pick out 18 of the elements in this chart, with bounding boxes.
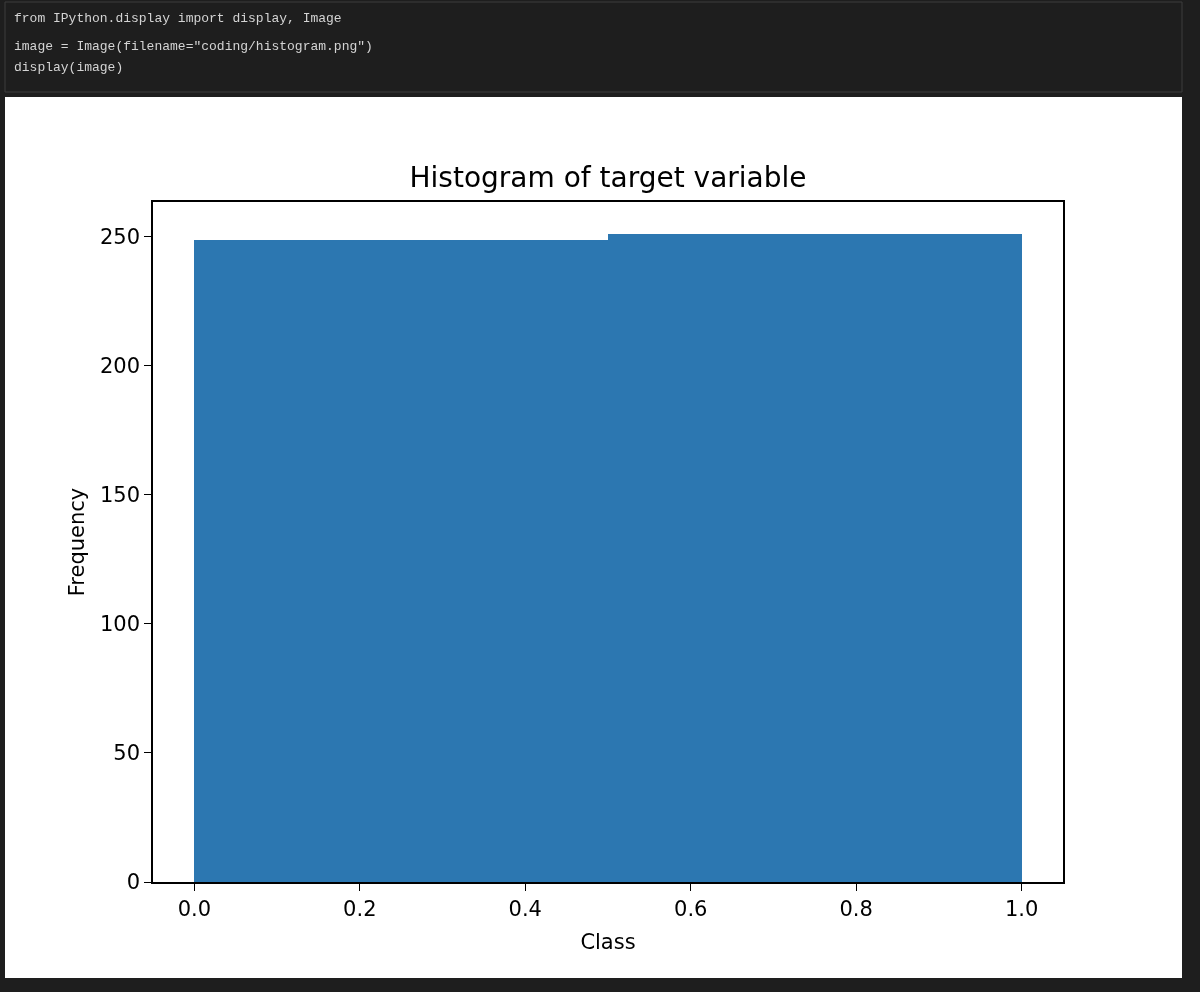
text: display(image) bbox=[14, 60, 124, 75]
x-tick-label: 0.8 bbox=[839, 896, 873, 921]
x-tick-label: 0.6 bbox=[674, 896, 708, 921]
y-axis-title: Frequency bbox=[64, 487, 89, 597]
x-axis-title: Class bbox=[580, 929, 636, 954]
y-tick-label: 250 bbox=[99, 225, 141, 250]
chart-title: Histogram of target variable bbox=[409, 160, 807, 194]
y-tick-label: 50 bbox=[113, 741, 141, 766]
x-tick-label: 0.4 bbox=[508, 896, 542, 921]
text: from IPython.display import display, Image bbox=[14, 11, 342, 26]
y-tick-label: 200 bbox=[99, 354, 141, 379]
x-tick-label: 1.0 bbox=[1004, 896, 1039, 921]
y-tick-label: 100 bbox=[99, 612, 141, 637]
x-tick-label: 0.0 bbox=[177, 896, 212, 921]
text: image = Image(filename="coding/histogram.png") bbox=[14, 39, 373, 54]
x-tick-label: 0.2 bbox=[343, 896, 377, 921]
y-tick-label: 150 bbox=[99, 483, 141, 508]
y-tick-label: 0 bbox=[126, 870, 141, 895]
